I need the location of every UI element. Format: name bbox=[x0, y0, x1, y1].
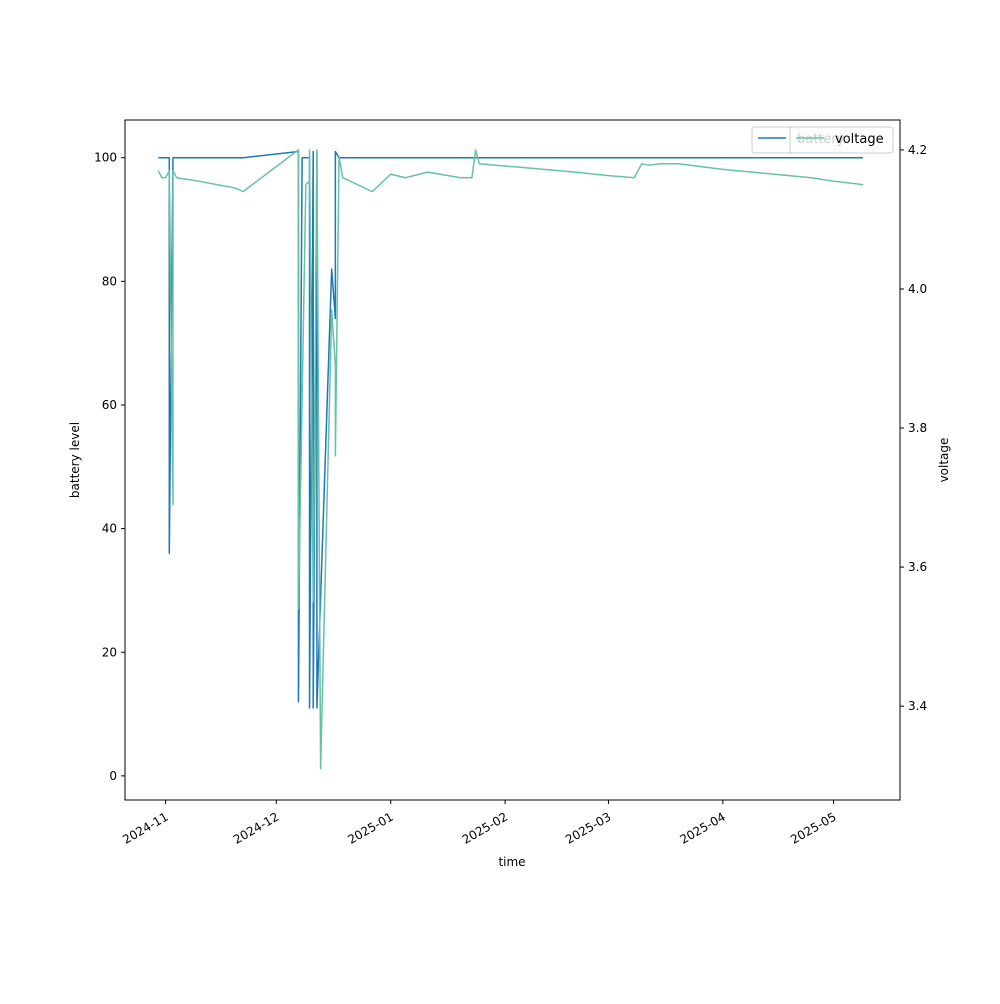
x-axis-label: time bbox=[498, 855, 525, 869]
legend-voltage-label: voltage bbox=[835, 132, 884, 147]
y-left-tick-label: 40 bbox=[102, 522, 117, 536]
x-tick-label: 2025-05 bbox=[788, 810, 838, 847]
series-layer bbox=[157, 149, 864, 770]
legend-voltage: voltage bbox=[789, 126, 894, 154]
plot-background bbox=[125, 120, 900, 800]
y-axis-label-left: battery level bbox=[68, 422, 82, 498]
series-line-battery bbox=[158, 150, 864, 709]
plot-frame bbox=[124, 119, 901, 801]
legend-voltage-box bbox=[789, 126, 894, 154]
y-left-tick-label: 20 bbox=[102, 645, 117, 659]
y-left-tick-label: 100 bbox=[94, 151, 117, 165]
y-left-tick-label: 0 bbox=[109, 769, 117, 783]
x-tick-label: 2025-02 bbox=[460, 810, 510, 847]
y-right-tick-label: 3.6 bbox=[908, 560, 927, 574]
y-axis-label-right: voltage bbox=[937, 438, 951, 483]
x-tick-label: 2024-11 bbox=[120, 810, 170, 847]
x-tick-label: 2025-03 bbox=[563, 810, 613, 847]
y-right-tick-label: 3.4 bbox=[908, 699, 927, 713]
y-right-tick-label: 4.2 bbox=[908, 143, 927, 157]
y-left-tick-label: 80 bbox=[102, 274, 117, 288]
x-tick-label: 2025-04 bbox=[677, 810, 727, 847]
y-left-tick-label: 60 bbox=[102, 398, 117, 412]
y-right-tick-label: 3.8 bbox=[908, 421, 927, 435]
x-tick-label: 2024-12 bbox=[231, 810, 281, 847]
x-tick-label: 2025-01 bbox=[345, 810, 395, 847]
series-line-voltage bbox=[157, 149, 864, 770]
y-right-tick-label: 4.0 bbox=[908, 282, 927, 296]
